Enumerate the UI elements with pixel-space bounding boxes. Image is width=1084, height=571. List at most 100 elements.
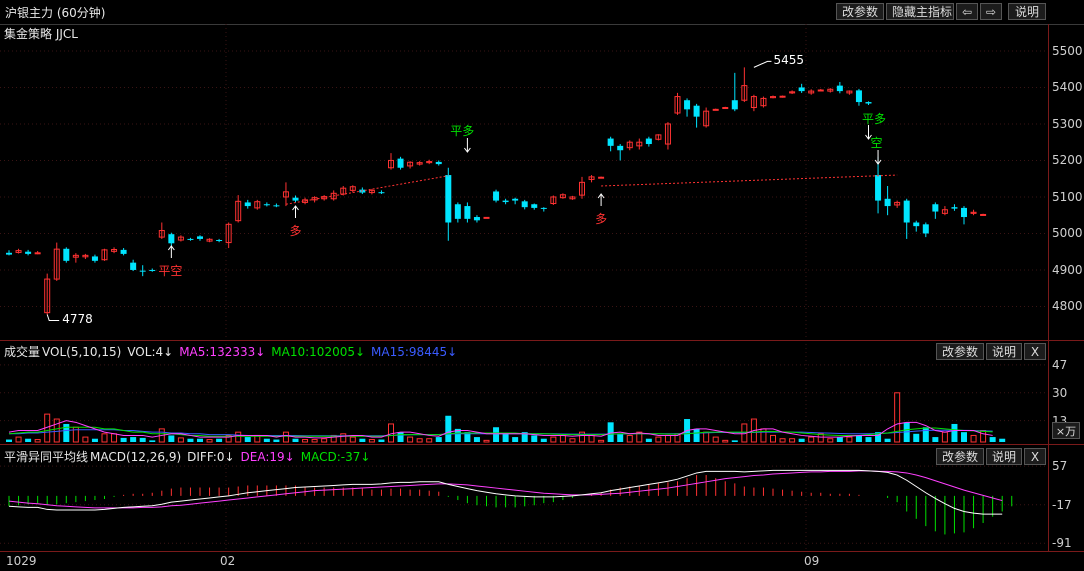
volume-spec: VOL(5,10,15) [42, 345, 122, 359]
volume-unit-toggle[interactable]: ×万 [1052, 422, 1080, 439]
candle-body [235, 200, 242, 222]
trend-line-1 [285, 175, 449, 205]
macd-tick-1: -17 [1052, 497, 1072, 512]
candle-body [808, 90, 815, 94]
volume-bar [703, 431, 710, 443]
x-label-02: 02 [220, 554, 236, 568]
volume-bar [34, 439, 41, 443]
candle-body [120, 249, 127, 254]
volume-bar [235, 431, 242, 443]
candle-body [388, 159, 394, 169]
candle-body [6, 252, 12, 255]
volume-params-button[interactable]: 改参数 [936, 343, 984, 360]
volume-bar [388, 423, 394, 443]
volume-tick-1: 30 [1052, 385, 1068, 400]
candle-body [894, 201, 901, 206]
volume-bar [483, 439, 490, 443]
candle-body [407, 161, 414, 167]
volume-close-icon[interactable]: X [1024, 343, 1046, 360]
candle-body [970, 211, 977, 214]
candle-body [197, 236, 203, 239]
volume-bar [6, 439, 12, 442]
volume-bar [435, 437, 442, 442]
signal-arrow-ping-duo-2-head [865, 134, 872, 140]
candle-body [655, 134, 662, 140]
high-leader [753, 60, 772, 68]
y-axis-line [1048, 24, 1049, 552]
candle-body [617, 145, 624, 151]
macd-params-button[interactable]: 改参数 [936, 448, 984, 465]
volume-help-button[interactable]: 说明 [986, 343, 1022, 360]
volume-bar [645, 438, 652, 442]
candle-body [531, 204, 538, 208]
next-arrow-icon[interactable]: ⇨ [980, 3, 1002, 20]
volume-bar [999, 438, 1006, 442]
candle-body [550, 196, 557, 205]
candle-body [645, 138, 652, 145]
panel-separator-volume [0, 340, 1084, 341]
volume-bar [607, 422, 614, 442]
candle-body [44, 278, 51, 314]
volume-bar [894, 392, 901, 443]
dea-value: DEA:19↓ [240, 450, 295, 464]
volume-bar [454, 428, 461, 442]
volume-bar [798, 438, 805, 442]
candle-body [53, 248, 60, 280]
price-tick-3: 5200 [1052, 153, 1083, 168]
candle-body [416, 162, 423, 165]
volume-bar [588, 434, 595, 443]
volume-bar [913, 433, 920, 442]
volume-bar [789, 438, 796, 443]
candle-body [368, 189, 375, 194]
signal-arrow-ping-kong-head [167, 245, 175, 251]
candle-body [865, 102, 872, 104]
macd-help-button[interactable]: 说明 [986, 448, 1022, 465]
volume-bar [282, 431, 289, 443]
candle-body [789, 91, 796, 94]
candle-body [722, 107, 729, 110]
volume-bar [378, 439, 385, 442]
candle-body [216, 240, 223, 242]
candle-body [25, 251, 32, 254]
volume-bar [445, 415, 452, 442]
volume-bar [980, 430, 987, 443]
candle-body [607, 138, 614, 146]
volume-bar [875, 432, 882, 442]
price-tick-6: 4900 [1052, 262, 1083, 277]
candle-body [177, 236, 184, 241]
prev-arrow-icon[interactable]: ⇦ [956, 3, 978, 20]
candle-body [473, 217, 480, 221]
hide-indicator-button[interactable]: 隐藏主指标 [886, 3, 954, 20]
price-tick-2: 5300 [1052, 116, 1083, 131]
candle-body [91, 256, 98, 261]
candle-body [273, 205, 280, 207]
params-button[interactable]: 改参数 [836, 3, 884, 20]
volume-bar [130, 437, 137, 442]
candle-body [130, 262, 137, 270]
panel-separator-macd [0, 444, 1084, 445]
volume-bar [808, 436, 815, 443]
volume-bar [779, 438, 786, 443]
candle-body [579, 181, 585, 196]
volume-bar [693, 428, 700, 442]
candle-body [817, 89, 824, 92]
low-price-label: 4778 [62, 312, 93, 327]
high-price-label: 5455 [773, 53, 804, 68]
volume-legend: 成交量 VOL(5,10,15) VOL:4↓ MA5:132333↓ MA10:102… [4, 343, 463, 360]
candle-body [836, 85, 843, 92]
macd-tick-0: 57 [1052, 459, 1068, 474]
candle-body [712, 108, 719, 111]
trend-line-2 [601, 174, 898, 187]
volume-bar [579, 431, 585, 443]
candle-body [922, 224, 929, 234]
help-button[interactable]: 说明 [1008, 3, 1046, 20]
volume-bar [464, 432, 471, 442]
candle-body [731, 100, 738, 110]
volume-bar [340, 433, 347, 443]
volume-bar [149, 440, 156, 442]
signal-duo-1: 多 [289, 224, 302, 238]
candle-body [941, 209, 948, 214]
macd-close-icon[interactable]: X [1024, 448, 1046, 465]
candle-body [598, 176, 605, 179]
